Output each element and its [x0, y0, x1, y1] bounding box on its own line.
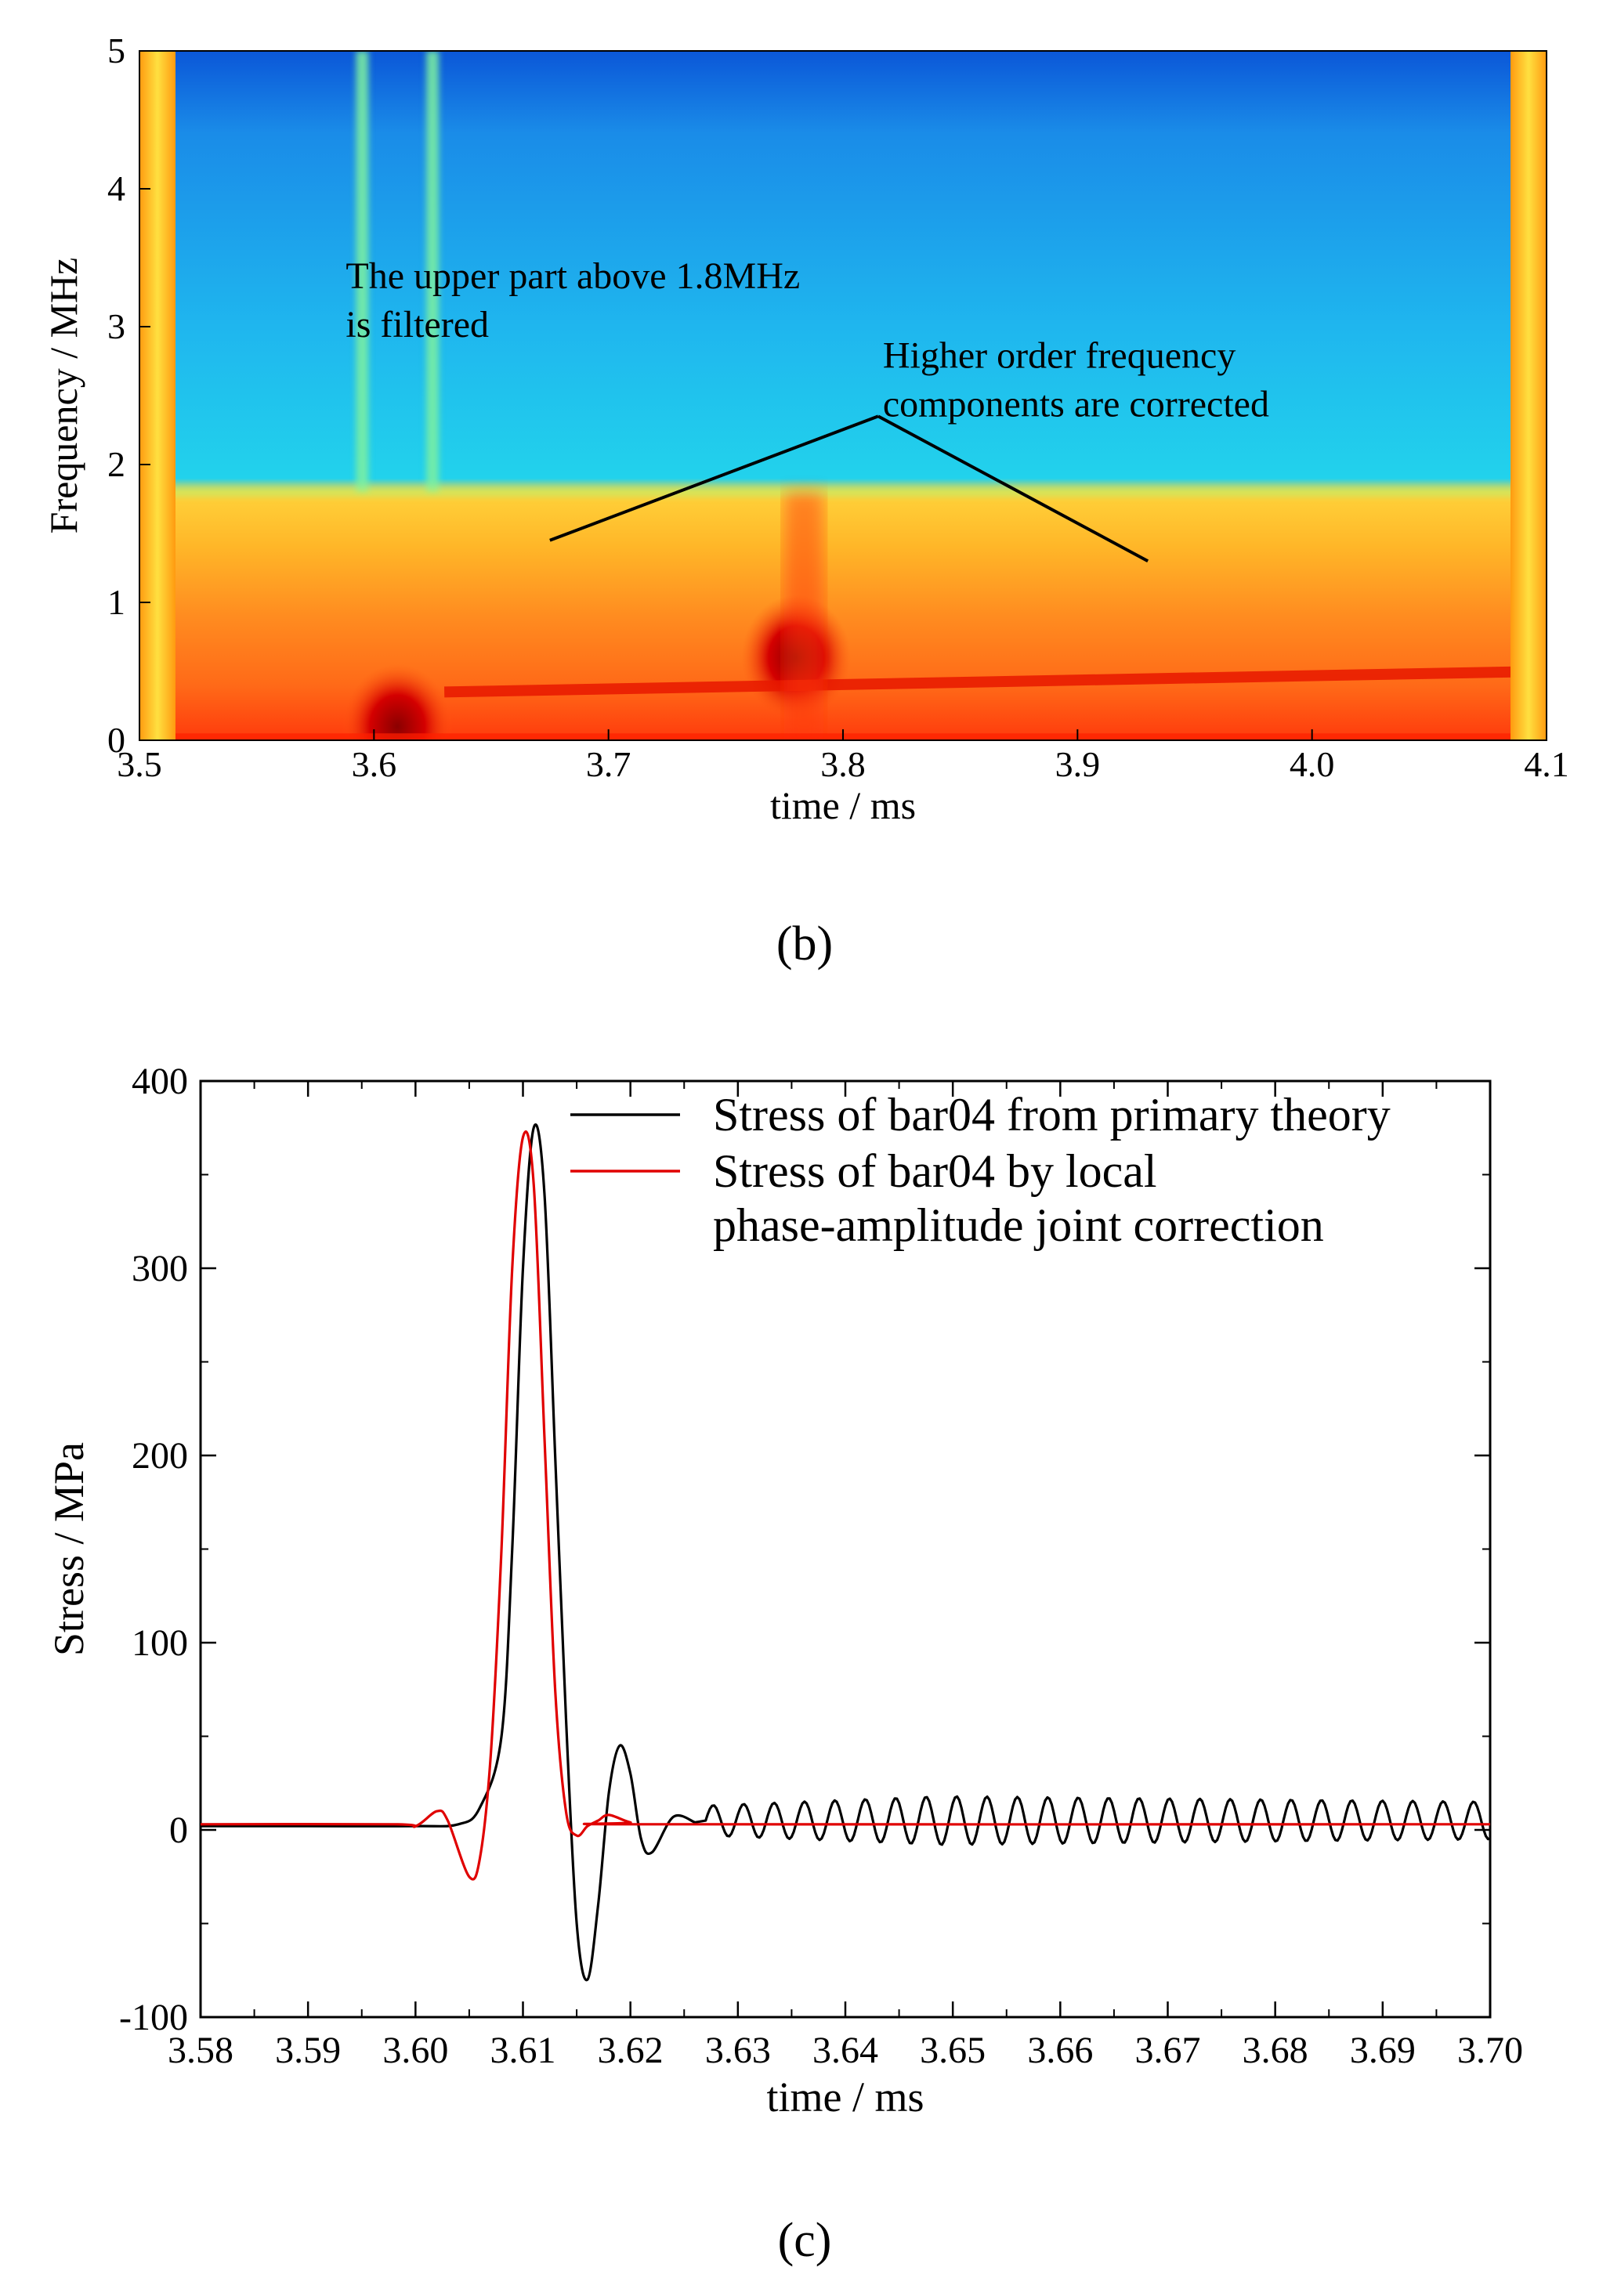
- stress-y-tick-label: 100: [132, 1622, 188, 1664]
- stress-x-tick-label: 3.64: [812, 2030, 878, 2071]
- spectrogram-x-tick-label: 4.1: [1524, 744, 1569, 784]
- spectrogram-y-tick-label: 2: [107, 444, 125, 484]
- spectrogram-stripe: [356, 51, 369, 493]
- stress-x-tick-label: 3.60: [382, 2030, 448, 2071]
- spectrogram-x-tick-label: 3.9: [1055, 744, 1101, 784]
- stress-chart-x-axis-title: time / ms: [767, 2074, 924, 2121]
- spectrogram-stripe: [426, 51, 440, 493]
- stress-x-tick-label: 3.59: [275, 2030, 341, 2071]
- spectrogram-x-tick-label: 3.8: [820, 744, 866, 784]
- spectrogram-y-tick-label: 3: [107, 306, 125, 346]
- annotation-corrected-text: Higher order frequency: [883, 334, 1236, 376]
- spectrogram-image: [139, 51, 1547, 740]
- spectrogram-y-tick-label: 1: [107, 582, 125, 622]
- spectrogram-y-tick-label: 0: [107, 720, 125, 760]
- left-edge-band: [139, 51, 175, 740]
- stress-chart-axes: 3.58 3.59 3.60 3.61 3.62 3.63 3.64 3.65 3.66 3.67…: [119, 1061, 1523, 2071]
- spectrogram-hot-spot: [342, 663, 453, 740]
- stress-x-tick-label: 3.63: [705, 2030, 771, 2071]
- stress-y-tick-label: -100: [119, 1997, 188, 2038]
- spectrogram-x-tick-label: 3.7: [586, 744, 631, 784]
- legend-label-primary: Stress of bar04 from primary theory: [713, 1089, 1391, 1141]
- spectrogram-vertical-burst: [784, 492, 824, 740]
- stress-x-tick-label: 3.69: [1350, 2030, 1416, 2071]
- spectrogram-x-tick-label: 3.5: [117, 744, 162, 784]
- stress-chart-frame: [199, 1079, 1492, 2019]
- series-local-correction-line: [201, 1130, 1490, 1881]
- annotation-pointer-line: [877, 414, 1149, 562]
- spectrogram-y-tick-label: 5: [107, 31, 125, 71]
- stress-x-tick-label: 3.67: [1135, 2030, 1201, 2071]
- spectrogram-cutoff-band: [139, 487, 1547, 497]
- right-edge-band: [1511, 51, 1547, 740]
- stress-chart-y-axis-title: Stress / MPa: [45, 1442, 92, 1656]
- spectrogram-y-tick-label: 4: [107, 168, 125, 208]
- stress-x-tick-label: 3.61: [490, 2030, 556, 2071]
- stress-x-tick-label: 3.70: [1457, 2030, 1523, 2071]
- spectrogram-annotations: The upper part above 1.8MHz is filtered Hi…: [346, 255, 1269, 562]
- annotation-corrected-text: components are corrected: [883, 383, 1269, 425]
- stress-chart-legend: Stress of bar04 from primary theory Stre…: [570, 1089, 1391, 1251]
- stress-y-tick-label: 300: [132, 1248, 188, 1289]
- spectrogram-ridge: [444, 666, 1547, 698]
- stress-x-tick-label: 3.66: [1027, 2030, 1093, 2071]
- stress-x-tick-label: 3.68: [1243, 2030, 1308, 2071]
- annotation-filtered-text: The upper part above 1.8MHz: [346, 255, 800, 297]
- stress-y-tick-label: 400: [132, 1061, 188, 1102]
- spectrogram-axes: 3.5 3.6 3.7 3.8 3.9 4.0 4.1 0 1 2 3 4 5: [107, 31, 1569, 784]
- spectrogram-stripes: [139, 51, 1547, 497]
- stress-chart-panel: 3.58 3.59 3.60 3.61 3.62 3.63 3.64 3.65 3.66 3.67…: [45, 1061, 1523, 2121]
- spectrogram-panel: 3.5 3.6 3.7 3.8 3.9 4.0 4.1 0 1 2 3 4 5 The upper pa…: [42, 31, 1569, 827]
- legend-label-correction-line2: phase-amplitude joint correction: [713, 1199, 1324, 1251]
- stress-y-tick-label: 0: [169, 1810, 188, 1851]
- stress-y-tick-label: 200: [132, 1435, 188, 1477]
- panel-label-c: (c): [778, 2214, 832, 2267]
- stress-x-tick-label: 3.58: [168, 2030, 233, 2071]
- spectrogram-x-axis-title: time / ms: [770, 783, 916, 827]
- annotation-pointer-line: [549, 414, 879, 542]
- panel-label-b: (b): [776, 917, 833, 971]
- legend-label-correction-line1: Stress of bar04 by local: [713, 1145, 1157, 1197]
- stress-x-tick-label: 3.65: [920, 2030, 986, 2071]
- spectrogram-x-tick-label: 3.6: [352, 744, 397, 784]
- spectrogram-y-axis-title: Frequency / MHz: [42, 258, 85, 534]
- annotation-filtered-text: is filtered: [346, 304, 489, 345]
- stress-x-tick-label: 3.62: [598, 2030, 664, 2071]
- spectrogram-x-tick-label: 4.0: [1290, 744, 1335, 784]
